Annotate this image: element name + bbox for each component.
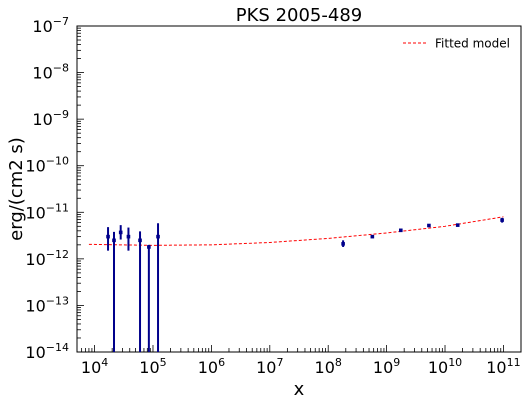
legend: Fitted model xyxy=(403,37,510,51)
data-point xyxy=(341,242,345,246)
data-marks xyxy=(88,216,504,352)
y-tick-label: 10−11 xyxy=(25,201,69,222)
fitted-model-line xyxy=(88,216,504,246)
data-point xyxy=(112,238,116,243)
x-tick-label: 107 xyxy=(256,356,283,377)
data-point xyxy=(138,238,142,243)
x-tick-label: 104 xyxy=(81,356,108,377)
y-tick-label: 10−8 xyxy=(32,62,69,83)
y-tick-label: 10−7 xyxy=(32,15,69,36)
y-tick-label: 10−10 xyxy=(25,155,69,176)
axis-ticks: 104 105 106 107 108 109 1010 1011 10−14 10−13 10−1… xyxy=(25,15,522,377)
chart-title: PKS 2005-489 xyxy=(236,5,362,26)
data-point xyxy=(455,223,460,227)
x-axis-title: x xyxy=(294,379,305,400)
x-tick-label: 106 xyxy=(198,356,225,377)
x-tick-label: 109 xyxy=(373,356,400,377)
y-tick-label: 10−12 xyxy=(25,248,69,269)
x-tick-label: 105 xyxy=(139,356,166,377)
data-point xyxy=(156,234,160,239)
data-point xyxy=(427,223,431,228)
data-point xyxy=(370,234,375,239)
y-tick-label: 10−14 xyxy=(25,341,69,362)
plot-area xyxy=(76,25,522,353)
legend-label: Fitted model xyxy=(435,37,510,51)
y-axis-title: erg/(cm2 s) xyxy=(6,137,27,241)
x-tick-label: 1011 xyxy=(486,356,520,377)
x-tick-label: 1010 xyxy=(428,356,462,377)
y-tick-label: 10−9 xyxy=(32,108,69,129)
data-point xyxy=(118,230,123,235)
data-point xyxy=(106,234,110,239)
data-point xyxy=(399,228,403,233)
data-point xyxy=(126,234,131,239)
x-tick-label: 108 xyxy=(315,356,342,377)
y-tick-label: 10−13 xyxy=(25,294,69,315)
data-point xyxy=(147,245,151,249)
data-point xyxy=(500,218,504,222)
